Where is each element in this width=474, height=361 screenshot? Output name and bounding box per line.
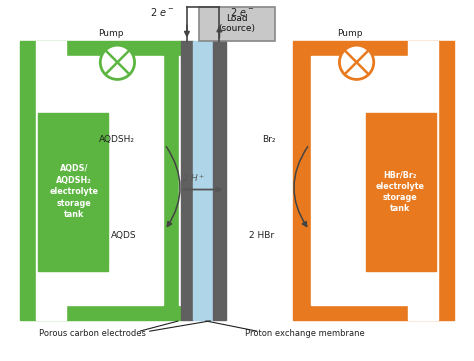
Bar	[181, 40, 193, 321]
Text: 2 H$^+$: 2 H$^+$	[182, 172, 206, 184]
Bar	[193, 40, 213, 321]
Bar	[36, 41, 65, 56]
FancyArrowPatch shape	[294, 147, 308, 226]
Text: Proton exchange membrane: Proton exchange membrane	[245, 329, 365, 338]
Bar	[213, 40, 226, 321]
Bar	[20, 40, 181, 321]
Bar	[179, 56, 181, 305]
Text: Pump: Pump	[337, 29, 363, 38]
Bar	[409, 41, 438, 56]
Bar	[293, 40, 454, 321]
Text: 2 HBr: 2 HBr	[249, 231, 274, 240]
Text: Porous carbon electrodes: Porous carbon electrodes	[39, 329, 146, 338]
Text: AQDS: AQDS	[111, 231, 137, 240]
Bar	[199, 7, 275, 41]
Text: AQDS/
AQDSH₂
electrolyte
storage
tank: AQDS/ AQDSH₂ electrolyte storage tank	[49, 164, 98, 219]
Bar	[38, 113, 109, 271]
Bar	[409, 305, 438, 321]
Text: Load
(source): Load (source)	[219, 14, 255, 33]
Bar	[36, 305, 65, 321]
Bar	[36, 56, 163, 305]
Text: Br₂: Br₂	[262, 135, 275, 144]
Bar	[311, 56, 438, 305]
Circle shape	[339, 45, 374, 79]
Bar	[365, 113, 436, 271]
Text: AQDSH₂: AQDSH₂	[100, 135, 136, 144]
Text: 2 $e^-$: 2 $e^-$	[230, 6, 254, 18]
Text: 2 $e^-$: 2 $e^-$	[150, 6, 174, 18]
Text: HBr/Br₂
electrolyte
storage
tank: HBr/Br₂ electrolyte storage tank	[376, 170, 425, 213]
Circle shape	[100, 45, 135, 79]
Text: Pump: Pump	[98, 29, 123, 38]
FancyArrowPatch shape	[166, 147, 180, 226]
